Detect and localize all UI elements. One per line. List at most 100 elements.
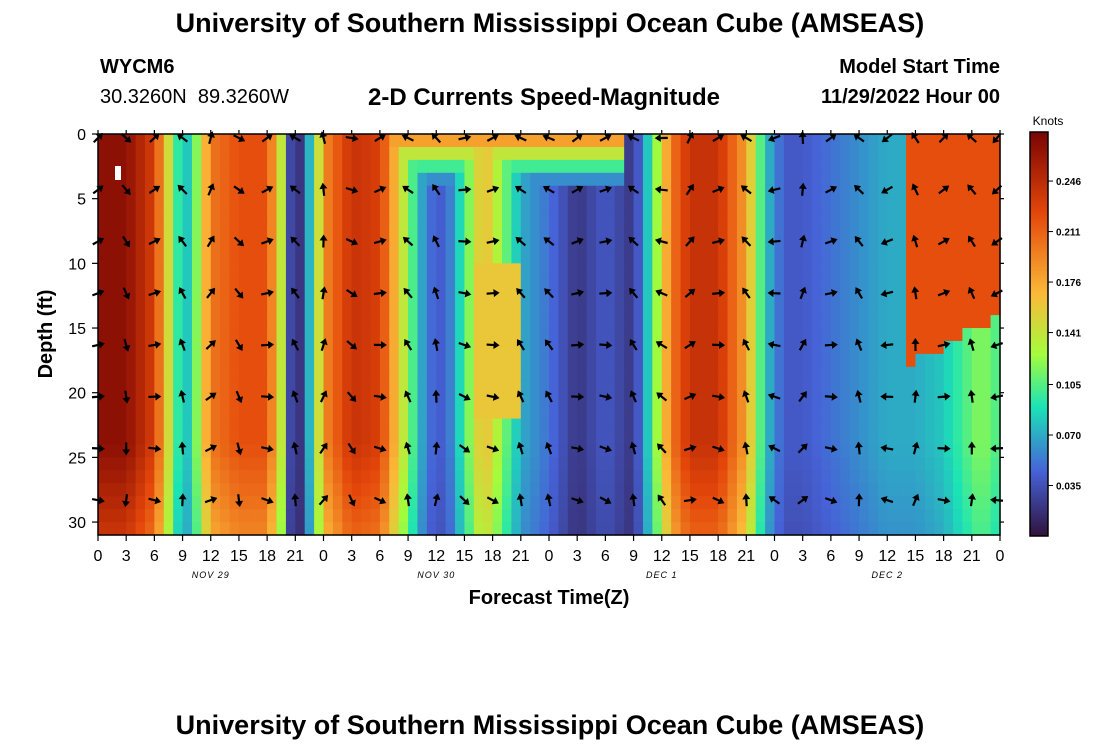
heatmap-cell (689, 366, 700, 381)
heatmap-cell (473, 328, 484, 342)
heatmap-cell (436, 146, 447, 161)
heatmap-cell (736, 457, 747, 471)
heatmap-cell (408, 340, 419, 355)
heatmap-cell (436, 431, 447, 446)
current-arrow (599, 289, 613, 298)
heatmap-cell (699, 392, 710, 407)
heatmap-cell (558, 444, 569, 458)
heatmap-cell (633, 457, 644, 471)
heatmap-cell (765, 237, 776, 252)
y-axis-label: Depth (ft) (35, 290, 57, 379)
current-arrow (911, 389, 920, 403)
heatmap-cell (680, 315, 691, 329)
heatmap-cell (962, 276, 973, 290)
heatmap-cell (755, 289, 766, 303)
heatmap-cell (511, 470, 522, 484)
heatmap-cell (586, 224, 597, 239)
heatmap-cell (624, 134, 635, 148)
heatmap-cell (492, 211, 503, 226)
heatmap-cell (135, 418, 146, 433)
heatmap-cell (107, 302, 118, 316)
heatmap-cell (267, 134, 278, 148)
heatmap-cell (511, 379, 522, 394)
heatmap-cell (220, 185, 231, 200)
heatmap-cell (990, 509, 1001, 523)
heatmap-cell (126, 198, 137, 213)
heatmap-cell (473, 496, 484, 510)
heatmap-cell (924, 457, 935, 471)
heatmap-cell (342, 522, 353, 536)
heatmap-cell (971, 237, 982, 252)
heatmap-cell (689, 250, 700, 264)
heatmap-cell (765, 328, 776, 342)
heatmap-cell (191, 263, 202, 277)
heatmap-cell (342, 250, 353, 264)
heatmap-cell (154, 134, 165, 148)
heatmap-cell (727, 366, 738, 381)
heatmap-cell (680, 250, 691, 264)
x-tick-label: 12 (878, 548, 896, 565)
heatmap-cell (605, 211, 616, 226)
heatmap-cell (962, 483, 973, 497)
heatmap-cell (502, 211, 513, 226)
heatmap-cell (577, 172, 588, 187)
heatmap-cell (98, 276, 108, 290)
heatmap-cell (981, 509, 992, 523)
heatmap-cell (868, 340, 879, 355)
heatmap-cell (351, 211, 362, 226)
heatmap-cell (276, 405, 287, 420)
heatmap-cell (417, 457, 428, 471)
heatmap-cell (661, 250, 672, 264)
colorbar-tick-label: 0.246 (1056, 177, 1081, 188)
heatmap-cell (464, 276, 475, 290)
heatmap-cell (699, 509, 710, 523)
heatmap-cell (144, 405, 155, 420)
heatmap-cell (943, 302, 954, 316)
heatmap-cell (859, 211, 870, 226)
heatmap-cell (877, 198, 888, 213)
heatmap-cell (98, 509, 108, 523)
heatmap-cell (586, 185, 597, 200)
heatmap-cell (821, 159, 832, 174)
heatmap-cell (370, 431, 381, 446)
heatmap-cell (849, 366, 860, 381)
heatmap-cell (238, 315, 249, 329)
heatmap-cell (436, 289, 447, 303)
heatmap-cell (483, 379, 494, 394)
heatmap-cell (595, 340, 606, 355)
heatmap-cell (295, 224, 306, 239)
x-tick-label: 12 (427, 548, 445, 565)
heatmap-cell (915, 315, 926, 329)
heatmap-cell (558, 185, 569, 200)
heatmap-cell (934, 366, 945, 381)
heatmap-cell (530, 224, 541, 239)
heatmap-cell (924, 431, 935, 446)
heatmap-cell (126, 302, 137, 316)
heatmap-cell (689, 509, 700, 523)
heatmap-cell (248, 185, 259, 200)
heatmap-cell (549, 211, 559, 226)
heatmap-cell (276, 146, 287, 161)
heatmap-cell (314, 470, 325, 484)
heatmap-cell (511, 418, 522, 433)
heatmap-cell (267, 405, 278, 420)
heatmap-cell (455, 211, 466, 226)
current-arrow (799, 234, 807, 248)
heatmap-cell (539, 237, 550, 252)
current-arrow (853, 133, 865, 143)
heatmap-cell (398, 302, 409, 316)
heatmap-cell (802, 509, 813, 523)
heatmap-cell (793, 328, 804, 342)
heatmap-cell (774, 172, 785, 187)
heatmap-cell (586, 134, 597, 148)
heatmap-cell (530, 483, 541, 497)
heatmap-cell (539, 483, 550, 497)
heatmap-cell (642, 405, 653, 420)
heatmap-cell (943, 405, 954, 420)
heatmap-cell (624, 250, 635, 264)
heatmap-cell (567, 496, 578, 510)
current-arrow (911, 183, 919, 196)
heatmap-cell (492, 237, 503, 252)
heatmap-cell (257, 418, 268, 433)
heatmap-cell (473, 211, 484, 226)
